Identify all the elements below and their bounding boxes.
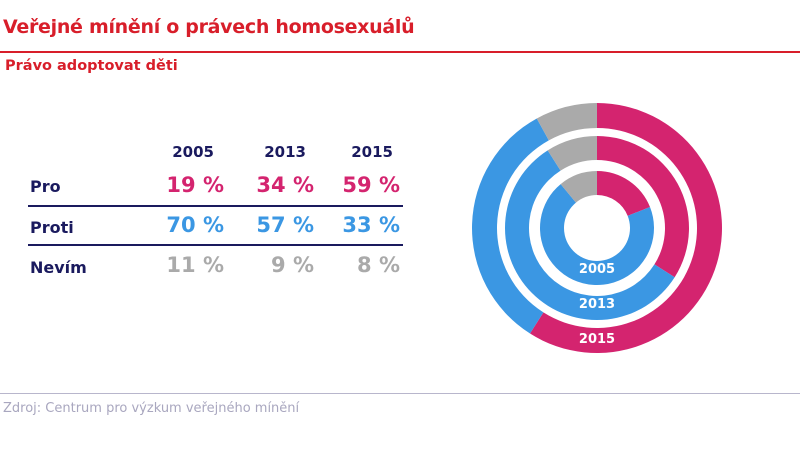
- donut-segment-pro-2005: [597, 171, 650, 216]
- donut-segment-nevím-2013: [547, 136, 597, 171]
- value-proti-2005: 70 %: [166, 213, 224, 237]
- page-subtitle: Právo adoptovat děti: [5, 58, 178, 74]
- value-pro-2005: 19 %: [166, 173, 224, 197]
- value-pro-2015: 59 %: [342, 173, 400, 197]
- value-nevim-2013: 9 %: [271, 253, 314, 277]
- column-header-2015: 2015: [351, 143, 393, 161]
- donut-segment-proti-2015: [472, 118, 549, 334]
- donut-segment-proti-2005: [540, 184, 654, 285]
- source-note: Zdroj: Centrum pro výzkum veřejného míně…: [3, 401, 300, 416]
- value-pro-2013: 34 %: [256, 173, 314, 197]
- donut-segment-pro-2013: [597, 136, 690, 278]
- column-header-2013: 2013: [264, 143, 306, 161]
- donut-segment-nevím-2005: [560, 171, 597, 203]
- ring-label-2005: 2005: [579, 262, 615, 277]
- value-proti-2015: 33 %: [342, 213, 400, 237]
- donut-segment-proti-2013: [505, 150, 675, 320]
- row-label-nevim: Nevím: [30, 258, 87, 277]
- value-proti-2013: 57 %: [256, 213, 314, 237]
- ring-label-2013: 2013: [579, 297, 615, 312]
- row-divider: [28, 205, 403, 207]
- value-nevim-2005: 11 %: [166, 253, 224, 277]
- row-label-pro: Pro: [30, 177, 61, 196]
- page-title: Veřejné mínění o právech homosexuálů: [3, 16, 415, 38]
- ring-label-2015: 2015: [579, 332, 615, 347]
- row-divider: [28, 244, 403, 246]
- title-divider: [0, 51, 800, 53]
- donut-segment-nevím-2015: [536, 103, 597, 141]
- value-nevim-2015: 8 %: [357, 253, 400, 277]
- footer-divider: [0, 393, 800, 394]
- donut-segment-pro-2015: [530, 103, 723, 353]
- row-label-proti: Proti: [30, 218, 74, 237]
- column-header-2005: 2005: [172, 143, 214, 161]
